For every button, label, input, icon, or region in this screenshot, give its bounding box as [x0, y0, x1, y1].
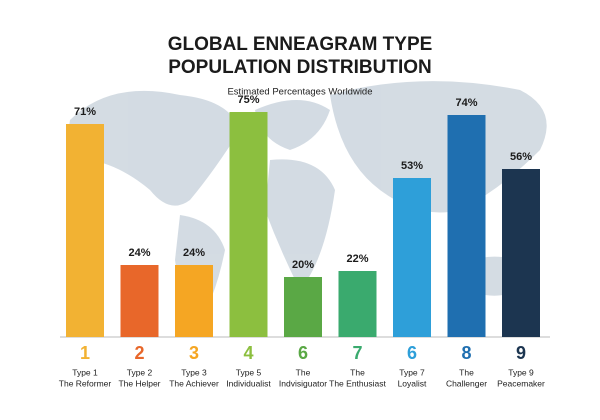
x-tick-label: The Enthusiast [329, 378, 386, 388]
value-label: 22% [346, 253, 368, 265]
type-number: 3 [189, 343, 199, 363]
type-number: 8 [461, 343, 471, 363]
bar [338, 271, 377, 337]
bar [175, 265, 213, 337]
x-tick-label: Type 9 [508, 367, 534, 377]
bar [229, 112, 268, 337]
bar [447, 115, 486, 337]
x-tick-label: Individualist [226, 378, 271, 388]
x-tick-label: Indvisiguator [279, 378, 327, 388]
value-label: 24% [128, 247, 150, 259]
bar [284, 277, 322, 337]
type-number: 9 [516, 343, 526, 363]
x-tick-label: Type 7 [399, 367, 425, 377]
value-label: 74% [455, 97, 477, 109]
x-tick-label: Peacemaker [497, 378, 545, 388]
chart-title: GLOBAL ENNEAGRAM TYPE [168, 34, 433, 55]
value-label: 53% [401, 160, 423, 172]
x-tick-label: Challenger [446, 378, 487, 388]
bar [66, 124, 104, 337]
bar [393, 178, 431, 337]
x-tick-label: The Achiever [169, 378, 219, 388]
type-number: 6 [298, 343, 308, 363]
type-number: 2 [134, 343, 144, 363]
bar [502, 169, 540, 337]
value-label: 56% [510, 151, 532, 163]
x-tick-label: Type 1 [72, 367, 98, 377]
x-tick-label: The Reformer [59, 378, 112, 388]
x-tick-label: The [459, 367, 474, 377]
type-number: 1 [80, 343, 90, 363]
type-number: 6 [407, 343, 417, 363]
x-tick-label: Loyalist [398, 378, 427, 388]
value-label: 71% [74, 106, 96, 118]
world-map [69, 81, 547, 330]
x-tick-label: Type 5 [236, 367, 262, 377]
x-tick-label: Type 2 [127, 367, 153, 377]
type-number: 4 [243, 343, 253, 363]
chart-title: POPULATION DISTRIBUTION [168, 57, 432, 78]
bar [120, 265, 159, 337]
x-tick-label: The [350, 367, 365, 377]
value-label: 75% [237, 94, 259, 106]
type-number: 7 [352, 343, 362, 363]
chart-subtitle: Estimated Percentages Worldwide [227, 87, 372, 98]
x-tick-label: The [296, 367, 311, 377]
value-label: 24% [183, 247, 205, 259]
value-label: 20% [292, 259, 314, 271]
x-tick-label: Type 3 [181, 367, 207, 377]
x-tick-label: The Helper [118, 378, 160, 388]
